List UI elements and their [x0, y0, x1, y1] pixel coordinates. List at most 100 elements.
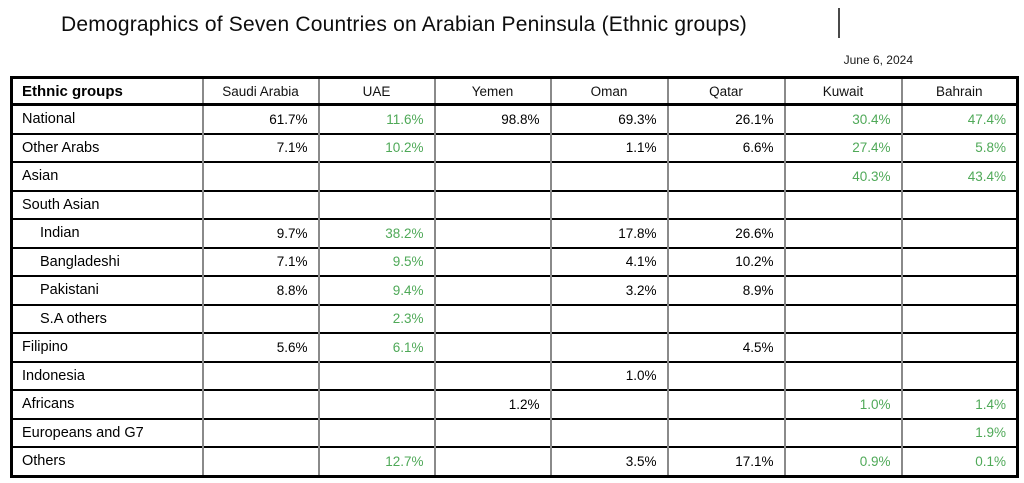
value-cell-uae[interactable]: 12.7% [317, 446, 435, 476]
value-cell-kuwait[interactable] [783, 417, 902, 447]
value-cell-oman[interactable] [549, 417, 668, 447]
value-cell-oman[interactable]: 4.1% [549, 246, 668, 276]
value-cell-saudi-arabia[interactable] [201, 417, 319, 447]
value-cell-bahrain[interactable] [900, 218, 1018, 248]
value-cell-yemen[interactable] [433, 417, 551, 447]
value-cell-saudi-arabia[interactable]: 61.7% [201, 103, 319, 134]
row-label-cell[interactable]: Africans [10, 389, 203, 419]
value-cell-saudi-arabia[interactable]: 7.1% [201, 246, 319, 276]
value-cell-kuwait[interactable] [783, 303, 902, 333]
row-label-cell[interactable]: Other Arabs [10, 132, 203, 162]
value-cell-kuwait[interactable] [783, 332, 902, 362]
row-label-cell[interactable]: South Asian [10, 189, 203, 219]
row-label-cell[interactable]: Indian [10, 218, 203, 248]
value-cell-yemen[interactable]: 98.8% [433, 103, 551, 134]
value-cell-uae[interactable]: 38.2% [317, 218, 435, 248]
row-label-cell[interactable]: Europeans and G7 [10, 417, 203, 447]
value-cell-yemen[interactable] [433, 132, 551, 162]
column-header-kuwait[interactable]: Kuwait [783, 76, 902, 106]
value-cell-uae[interactable] [317, 189, 435, 219]
value-cell-qatar[interactable]: 6.6% [666, 132, 785, 162]
row-label-cell[interactable]: Filipino [10, 332, 203, 362]
value-cell-uae[interactable] [317, 161, 435, 191]
value-cell-saudi-arabia[interactable] [201, 360, 319, 390]
value-cell-yemen[interactable] [433, 332, 551, 362]
value-cell-oman[interactable]: 3.2% [549, 275, 668, 305]
value-cell-uae[interactable]: 9.4% [317, 275, 435, 305]
row-label-cell[interactable]: S.A others [10, 303, 203, 333]
value-cell-saudi-arabia[interactable] [201, 161, 319, 191]
value-cell-yemen[interactable] [433, 161, 551, 191]
value-cell-oman[interactable]: 17.8% [549, 218, 668, 248]
value-cell-saudi-arabia[interactable] [201, 189, 319, 219]
value-cell-qatar[interactable] [666, 389, 785, 419]
value-cell-qatar[interactable]: 8.9% [666, 275, 785, 305]
value-cell-uae[interactable] [317, 360, 435, 390]
value-cell-yemen[interactable]: 1.2% [433, 389, 551, 419]
value-cell-yemen[interactable] [433, 275, 551, 305]
value-cell-oman[interactable]: 1.0% [549, 360, 668, 390]
value-cell-oman[interactable]: 69.3% [549, 103, 668, 134]
column-header-oman[interactable]: Oman [549, 76, 668, 106]
row-label-cell[interactable]: National [10, 103, 203, 134]
value-cell-kuwait[interactable] [783, 360, 902, 390]
value-cell-qatar[interactable]: 26.1% [666, 103, 785, 134]
row-label-cell[interactable]: Others [10, 446, 203, 476]
value-cell-yemen[interactable] [433, 303, 551, 333]
value-cell-qatar[interactable] [666, 417, 785, 447]
column-header-yemen[interactable]: Yemen [433, 76, 551, 106]
value-cell-qatar[interactable]: 10.2% [666, 246, 785, 276]
value-cell-bahrain[interactable] [900, 189, 1018, 219]
value-cell-bahrain[interactable]: 0.1% [900, 446, 1018, 476]
value-cell-kuwait[interactable] [783, 189, 902, 219]
value-cell-saudi-arabia[interactable]: 9.7% [201, 218, 319, 248]
value-cell-yemen[interactable] [433, 246, 551, 276]
value-cell-kuwait[interactable]: 30.4% [783, 103, 902, 134]
value-cell-saudi-arabia[interactable]: 7.1% [201, 132, 319, 162]
value-cell-yemen[interactable] [433, 446, 551, 476]
value-cell-saudi-arabia[interactable]: 5.6% [201, 332, 319, 362]
value-cell-saudi-arabia[interactable] [201, 303, 319, 333]
value-cell-bahrain[interactable] [900, 246, 1018, 276]
value-cell-bahrain[interactable] [900, 303, 1018, 333]
column-header-saudi-arabia[interactable]: Saudi Arabia [201, 76, 319, 106]
value-cell-bahrain[interactable] [900, 360, 1018, 390]
value-cell-uae[interactable]: 6.1% [317, 332, 435, 362]
row-label-cell[interactable]: Indonesia [10, 360, 203, 390]
column-header-uae[interactable]: UAE [317, 76, 435, 106]
value-cell-bahrain[interactable]: 47.4% [900, 103, 1018, 134]
value-cell-bahrain[interactable]: 1.4% [900, 389, 1018, 419]
value-cell-qatar[interactable]: 17.1% [666, 446, 785, 476]
page-title[interactable]: Demographics of Seven Countries on Arabi… [61, 13, 747, 36]
value-cell-kuwait[interactable]: 1.0% [783, 389, 902, 419]
value-cell-bahrain[interactable]: 5.8% [900, 132, 1018, 162]
value-cell-yemen[interactable] [433, 218, 551, 248]
value-cell-uae[interactable]: 2.3% [317, 303, 435, 333]
value-cell-uae[interactable]: 9.5% [317, 246, 435, 276]
value-cell-qatar[interactable] [666, 161, 785, 191]
column-header-bahrain[interactable]: Bahrain [900, 76, 1018, 106]
value-cell-kuwait[interactable] [783, 246, 902, 276]
value-cell-oman[interactable] [549, 303, 668, 333]
value-cell-kuwait[interactable]: 27.4% [783, 132, 902, 162]
value-cell-yemen[interactable] [433, 189, 551, 219]
value-cell-kuwait[interactable] [783, 218, 902, 248]
row-label-cell[interactable]: Bangladeshi [10, 246, 203, 276]
value-cell-yemen[interactable] [433, 360, 551, 390]
value-cell-bahrain[interactable] [900, 332, 1018, 362]
value-cell-uae[interactable]: 11.6% [317, 103, 435, 134]
value-cell-oman[interactable]: 3.5% [549, 446, 668, 476]
value-cell-uae[interactable]: 10.2% [317, 132, 435, 162]
value-cell-kuwait[interactable]: 0.9% [783, 446, 902, 476]
value-cell-kuwait[interactable] [783, 275, 902, 305]
row-label-cell[interactable]: Asian [10, 161, 203, 191]
row-label-cell[interactable]: Pakistani [10, 275, 203, 305]
value-cell-qatar[interactable] [666, 303, 785, 333]
value-cell-oman[interactable] [549, 332, 668, 362]
value-cell-oman[interactable] [549, 189, 668, 219]
value-cell-oman[interactable]: 1.1% [549, 132, 668, 162]
value-cell-saudi-arabia[interactable] [201, 389, 319, 419]
column-header-qatar[interactable]: Qatar [666, 76, 785, 106]
value-cell-bahrain[interactable]: 43.4% [900, 161, 1018, 191]
value-cell-saudi-arabia[interactable] [201, 446, 319, 476]
